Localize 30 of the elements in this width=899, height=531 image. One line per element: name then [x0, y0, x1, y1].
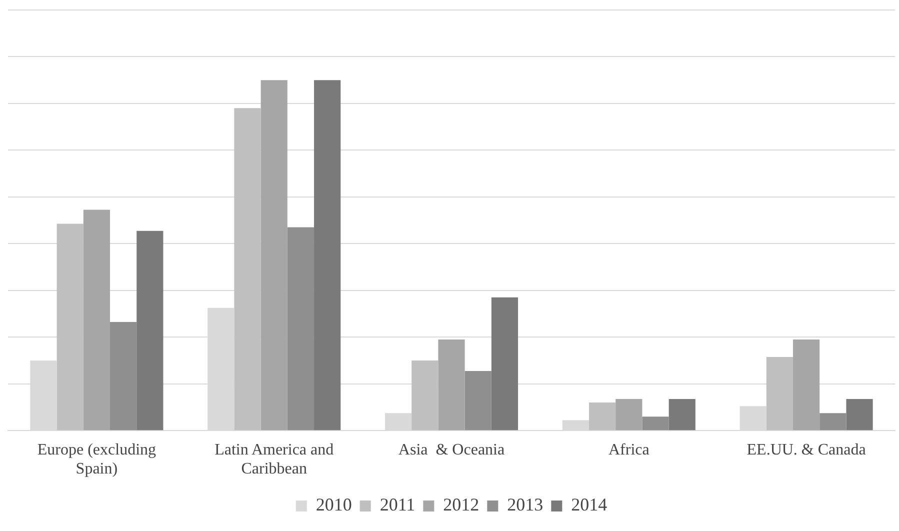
- bar: [588, 402, 616, 430]
- x-tick-label: Africa: [608, 441, 650, 458]
- bar: [668, 399, 696, 430]
- bar: [766, 356, 793, 430]
- x-tick-label: Europe (excluding Spain): [37, 441, 156, 478]
- x-tick-label: EE.UU. & Canada: [746, 441, 866, 458]
- bar: [464, 371, 492, 430]
- bar: [616, 399, 642, 430]
- bar: [314, 80, 341, 430]
- x-tick-label: Latin America and Caribbean: [214, 441, 334, 478]
- bar: [110, 322, 137, 430]
- legend-label: 2010: [316, 494, 352, 515]
- bar: [846, 399, 873, 430]
- legend-label: 2014: [571, 494, 608, 515]
- bar: [234, 108, 261, 430]
- bar: [820, 413, 846, 430]
- legend-label: 2013: [507, 494, 544, 515]
- bar: [136, 230, 164, 430]
- bar: [56, 224, 84, 430]
- bar: [83, 210, 110, 430]
- bar: [287, 227, 314, 430]
- bar: [642, 416, 669, 430]
- legend-label: 2012: [443, 494, 480, 515]
- bar: [491, 297, 518, 430]
- bar: [412, 360, 438, 430]
- x-tick-label: Asia & Oceania: [398, 441, 505, 458]
- bar: [260, 80, 288, 430]
- bar: [792, 339, 820, 430]
- legend-label: 2011: [380, 494, 416, 515]
- bar: [438, 339, 465, 430]
